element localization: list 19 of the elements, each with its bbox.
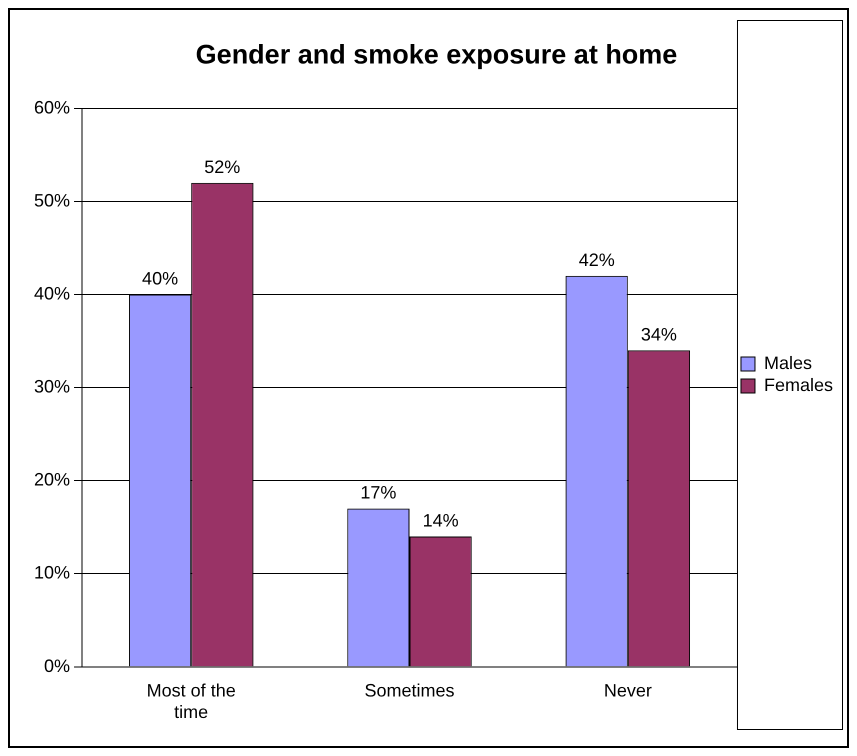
data-label: 40% [142,268,178,288]
legend-label: Males [764,352,812,373]
data-label: 17% [360,482,396,503]
data-label: 52% [204,156,240,177]
y-tick-label: 20% [34,470,70,490]
y-tick-label: 0% [44,656,70,676]
data-label: 42% [578,250,615,270]
chart-title: Gender and smoke exposure at home [196,40,678,70]
y-tick-label: 10% [34,562,70,583]
x-tick-label: Most of the time [146,680,236,722]
y-tick-label: 40% [34,284,70,304]
legend-label: Females [764,374,834,395]
y-tick-label: 30% [34,376,70,397]
y-tick-label: 60% [34,97,70,118]
data-label: 34% [640,324,677,344]
data-label: 14% [422,510,459,530]
x-tick-label: Sometimes [364,680,455,701]
y-tick-label: 50% [34,190,70,210]
x-tick-label: Never [604,680,652,701]
